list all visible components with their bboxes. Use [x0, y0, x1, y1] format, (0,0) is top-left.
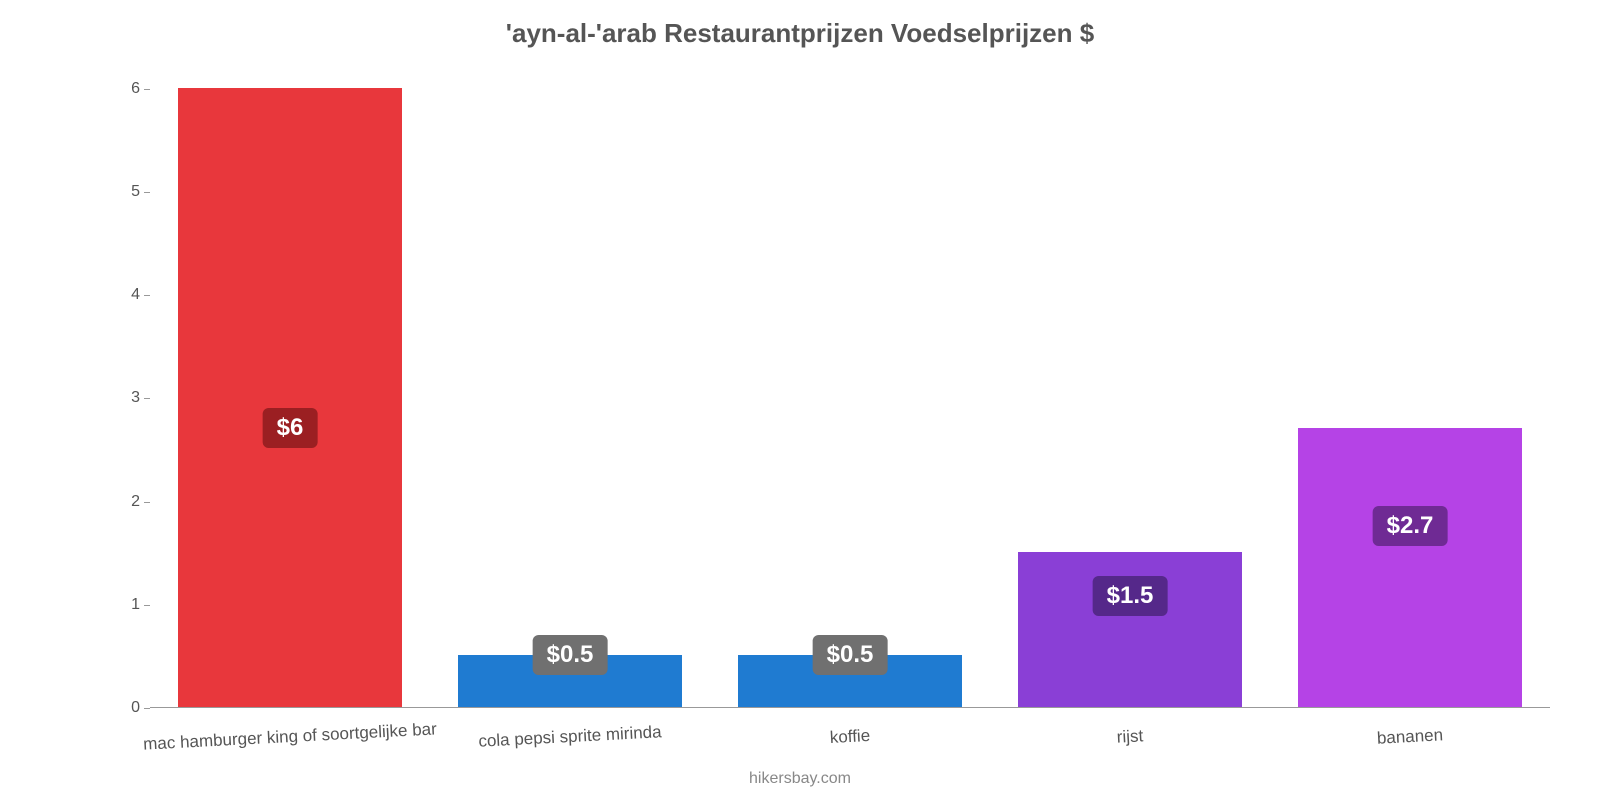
- y-tick-mark: [144, 605, 150, 606]
- plot-area: 0123456$6mac hamburger king of soortgeli…: [150, 58, 1550, 708]
- y-tick-label: 3: [110, 389, 140, 407]
- y-tick-mark: [144, 502, 150, 503]
- bar: $0.5cola pepsi sprite mirinda: [458, 655, 682, 707]
- value-badge: $6: [263, 408, 318, 448]
- value-badge: $0.5: [533, 635, 608, 675]
- y-tick-label: 1: [110, 596, 140, 614]
- bar: $1.5rijst: [1018, 552, 1242, 707]
- y-tick-label: 2: [110, 493, 140, 511]
- bar: $2.7bananen: [1298, 428, 1522, 707]
- y-tick-mark: [144, 708, 150, 709]
- y-tick-label: 0: [110, 699, 140, 717]
- category-label: rijst: [1116, 726, 1143, 747]
- value-badge: $0.5: [813, 635, 888, 675]
- category-label: koffie: [829, 726, 870, 748]
- chart-title: 'ayn-al-'arab Restaurantprijzen Voedselp…: [0, 18, 1600, 49]
- value-badge: $2.7: [1373, 506, 1448, 546]
- y-tick-label: 6: [110, 80, 140, 98]
- y-tick-mark: [144, 89, 150, 90]
- y-tick-mark: [144, 192, 150, 193]
- value-badge: $1.5: [1093, 576, 1168, 616]
- y-tick-label: 5: [110, 183, 140, 201]
- bar: $6mac hamburger king of soortgelijke bar: [178, 88, 402, 707]
- bar: $0.5koffie: [738, 655, 962, 707]
- category-label: cola pepsi sprite mirinda: [478, 722, 662, 752]
- category-label: mac hamburger king of soortgelijke bar: [143, 719, 438, 754]
- category-label: bananen: [1376, 725, 1443, 748]
- attribution-text: hikersbay.com: [0, 770, 1600, 788]
- price-bar-chart: 'ayn-al-'arab Restaurantprijzen Voedselp…: [0, 0, 1600, 800]
- y-tick-mark: [144, 398, 150, 399]
- y-tick-label: 4: [110, 286, 140, 304]
- y-tick-mark: [144, 295, 150, 296]
